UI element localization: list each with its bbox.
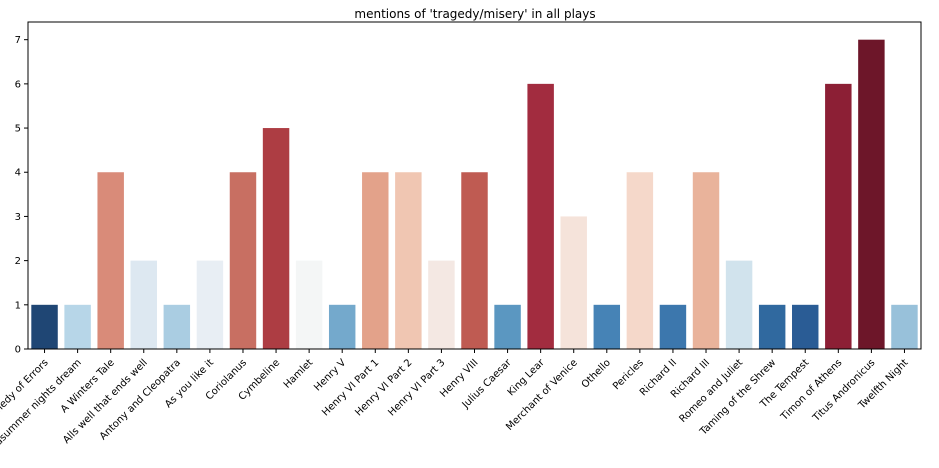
y-tick-label: 1 — [15, 300, 21, 311]
bar — [593, 304, 621, 349]
bar — [130, 260, 157, 349]
bar — [229, 172, 257, 349]
bar — [64, 304, 91, 349]
bar — [858, 39, 885, 350]
bar — [328, 304, 356, 349]
x-tick-label: Henry VI Part 1 — [320, 357, 381, 418]
bar — [395, 172, 422, 349]
y-tick-label: 2 — [15, 256, 21, 267]
x-tick-label: Henry VI Part 2 — [353, 357, 414, 418]
y-tick-label: 4 — [15, 168, 21, 179]
y-axis: 0 1 2 3 4 5 6 7 — [15, 35, 28, 356]
x-axis: A Comedy of ErrorsA Midsummer nights dre… — [0, 349, 911, 463]
axes-border — [27, 21, 922, 350]
bar — [692, 172, 720, 349]
y-tick-label: 5 — [15, 124, 21, 135]
bar — [825, 83, 852, 350]
x-tick-label: Hamlet — [282, 357, 315, 390]
y-tick-label: 7 — [15, 35, 21, 46]
y-tick-label: 3 — [15, 212, 21, 223]
plot-frame — [27, 21, 922, 350]
bar — [891, 304, 918, 349]
bar — [494, 304, 521, 349]
y-tick-label: 0 — [15, 345, 21, 356]
chart-title: mentions of 'tragedy/misery' in all play… — [354, 7, 595, 21]
bars-group — [31, 39, 918, 350]
bar — [362, 172, 389, 349]
x-tick-label: Romeo and Juliet — [678, 357, 746, 425]
bar — [262, 128, 290, 349]
x-tick-label: Henry VI Part 3 — [386, 357, 447, 418]
bar — [461, 172, 488, 349]
bar — [659, 304, 687, 349]
bar — [428, 260, 455, 349]
bar — [758, 304, 786, 349]
x-tick-label: Othello — [580, 357, 613, 390]
bar — [626, 172, 654, 349]
bar — [527, 83, 554, 350]
x-tick-label: Titus Andronicus — [810, 357, 877, 424]
bar — [295, 260, 323, 349]
y-tick-label: 6 — [15, 79, 21, 90]
bar — [196, 260, 224, 349]
bar — [792, 304, 819, 349]
bar — [560, 216, 587, 349]
bar — [163, 304, 191, 349]
bar — [97, 172, 124, 349]
x-tick-label: Timon of Athens — [778, 357, 844, 423]
bar — [31, 304, 58, 349]
bar — [725, 260, 753, 349]
